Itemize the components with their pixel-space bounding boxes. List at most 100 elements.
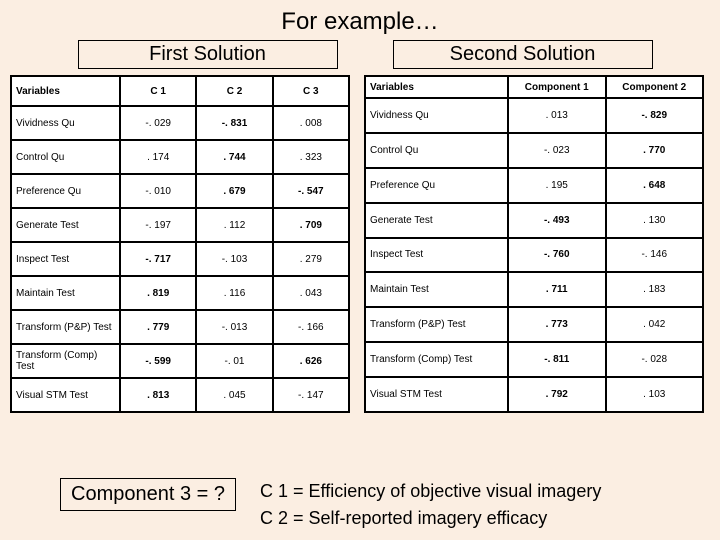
- table-cell: -. 103: [196, 242, 272, 276]
- table-cell: Preference Qu: [11, 174, 120, 208]
- table-cell: Vividness Qu: [365, 98, 508, 133]
- table-cell: -. 023: [508, 133, 606, 168]
- table-cell: . 043: [273, 276, 349, 310]
- table-header: C 3: [273, 76, 349, 106]
- table-cell: -. 01: [196, 344, 272, 378]
- table-row: Control Qu. 174. 744. 323: [11, 140, 349, 174]
- tables-container: VariablesC 1C 2C 3 Vividness Qu-. 029-. …: [0, 75, 720, 413]
- table-cell: . 711: [508, 272, 606, 307]
- table-header: C 1: [120, 76, 196, 106]
- table-cell: . 008: [273, 106, 349, 140]
- table-cell: -. 760: [508, 238, 606, 273]
- table-row: Visual STM Test. 813. 045-. 147: [11, 378, 349, 412]
- table-row: Preference Qu-. 010. 679-. 547: [11, 174, 349, 208]
- table-cell: Inspect Test: [11, 242, 120, 276]
- table-cell: Transform (Comp) Test: [11, 344, 120, 378]
- table-cell: Vividness Qu: [11, 106, 120, 140]
- table-cell: Generate Test: [11, 208, 120, 242]
- table-cell: -. 811: [508, 342, 606, 377]
- table-cell: Maintain Test: [365, 272, 508, 307]
- table-cell: . 323: [273, 140, 349, 174]
- table-cell: . 779: [120, 310, 196, 344]
- table-cell: . 013: [508, 98, 606, 133]
- table-cell: . 112: [196, 208, 272, 242]
- solution-headers: First Solution Second Solution: [0, 40, 720, 75]
- table-cell: Maintain Test: [11, 276, 120, 310]
- first-solution-table: VariablesC 1C 2C 3 Vividness Qu-. 029-. …: [10, 75, 350, 413]
- table-cell: -. 831: [196, 106, 272, 140]
- table-cell: -. 197: [120, 208, 196, 242]
- table-cell: . 819: [120, 276, 196, 310]
- table-cell: . 042: [606, 307, 704, 342]
- table-cell: . 103: [606, 377, 704, 412]
- table-cell: Transform (P&P) Test: [365, 307, 508, 342]
- table-cell: Visual STM Test: [11, 378, 120, 412]
- table-row: Preference Qu. 195. 648: [365, 168, 703, 203]
- table-cell: . 679: [196, 174, 272, 208]
- table-cell: -. 493: [508, 203, 606, 238]
- table-cell: -. 013: [196, 310, 272, 344]
- table-cell: Control Qu: [11, 140, 120, 174]
- table-cell: Transform (P&P) Test: [11, 310, 120, 344]
- table-cell: . 709: [273, 208, 349, 242]
- footer: Component 3 = ? C 1 = Efficiency of obje…: [0, 478, 720, 532]
- second-solution-header: Second Solution: [393, 40, 653, 69]
- table-cell: . 183: [606, 272, 704, 307]
- table-cell: . 744: [196, 140, 272, 174]
- table-row: Vividness Qu. 013-. 829: [365, 98, 703, 133]
- table-cell: . 773: [508, 307, 606, 342]
- table-row: Maintain Test. 819. 116. 043: [11, 276, 349, 310]
- table-cell: -. 147: [273, 378, 349, 412]
- table-row: Visual STM Test. 792. 103: [365, 377, 703, 412]
- table-cell: -. 547: [273, 174, 349, 208]
- table-row: Inspect Test-. 760-. 146: [365, 238, 703, 273]
- legend-c1: C 1 = Efficiency of objective visual ima…: [260, 478, 601, 505]
- page-title: For example…: [0, 0, 720, 40]
- table-header: Variables: [11, 76, 120, 106]
- table-row: Transform (P&P) Test. 779-. 013-. 166: [11, 310, 349, 344]
- table-header: Component 2: [606, 76, 704, 98]
- table-cell: -. 829: [606, 98, 704, 133]
- table-cell: . 045: [196, 378, 272, 412]
- table-cell: -. 146: [606, 238, 704, 273]
- table-cell: -. 029: [120, 106, 196, 140]
- table-row: Control Qu-. 023. 770: [365, 133, 703, 168]
- component-3-box: Component 3 = ?: [60, 478, 236, 511]
- table-cell: . 195: [508, 168, 606, 203]
- table-cell: . 770: [606, 133, 704, 168]
- table-header: Component 1: [508, 76, 606, 98]
- table-cell: . 116: [196, 276, 272, 310]
- table-cell: . 279: [273, 242, 349, 276]
- table-cell: . 626: [273, 344, 349, 378]
- table-row: Generate Test-. 493. 130: [365, 203, 703, 238]
- table-header: C 2: [196, 76, 272, 106]
- table-row: Transform (P&P) Test. 773. 042: [365, 307, 703, 342]
- table-cell: -. 010: [120, 174, 196, 208]
- table-row: Inspect Test-. 717-. 103. 279: [11, 242, 349, 276]
- table-row: Transform (Comp) Test-. 599-. 01. 626: [11, 344, 349, 378]
- table-cell: -. 717: [120, 242, 196, 276]
- table-cell: Transform (Comp) Test: [365, 342, 508, 377]
- table-cell: . 648: [606, 168, 704, 203]
- second-solution-table: VariablesComponent 1Component 2 Vividnes…: [364, 75, 704, 413]
- table-header: Variables: [365, 76, 508, 98]
- table-cell: -. 599: [120, 344, 196, 378]
- table-cell: Inspect Test: [365, 238, 508, 273]
- table-cell: . 813: [120, 378, 196, 412]
- table-cell: Generate Test: [365, 203, 508, 238]
- table-cell: -. 028: [606, 342, 704, 377]
- table-cell: Control Qu: [365, 133, 508, 168]
- legend-c2: C 2 = Self-reported imagery efficacy: [260, 505, 601, 532]
- first-solution-header: First Solution: [78, 40, 338, 69]
- table-cell: Preference Qu: [365, 168, 508, 203]
- table-row: Vividness Qu-. 029-. 831. 008: [11, 106, 349, 140]
- table-cell: . 130: [606, 203, 704, 238]
- table-cell: . 174: [120, 140, 196, 174]
- table-cell: Visual STM Test: [365, 377, 508, 412]
- table-cell: . 792: [508, 377, 606, 412]
- table-row: Transform (Comp) Test-. 811-. 028: [365, 342, 703, 377]
- table-cell: -. 166: [273, 310, 349, 344]
- legend: C 1 = Efficiency of objective visual ima…: [260, 478, 601, 532]
- table-row: Generate Test-. 197. 112. 709: [11, 208, 349, 242]
- table-row: Maintain Test. 711. 183: [365, 272, 703, 307]
